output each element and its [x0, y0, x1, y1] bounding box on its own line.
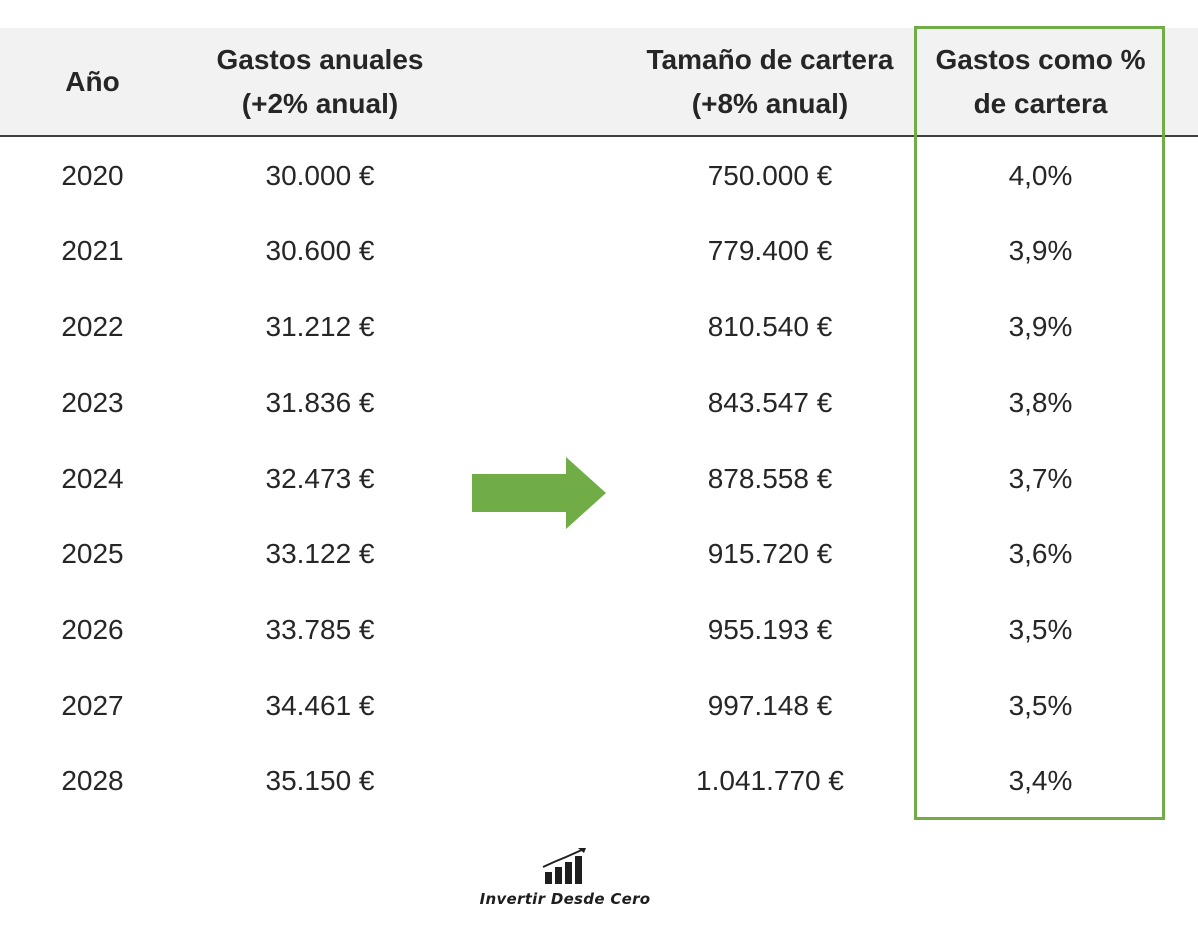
cell-expenses-percent: 3,4%: [1008, 765, 1073, 796]
cell-annual-expenses: 35.150 €: [265, 765, 375, 796]
header-year-label: Año: [65, 66, 120, 97]
header-portfolio-size-line2: (+8% anual): [691, 88, 849, 119]
cell-expenses-percent: 3,9%: [1008, 311, 1073, 342]
right-arrow-icon: [472, 457, 606, 529]
cell-portfolio-size: 779.400 €: [707, 235, 833, 266]
header-annual-expenses-line1: Gastos anuales: [216, 44, 424, 75]
header-expenses-percent-line2: de cartera: [973, 88, 1108, 119]
cell-portfolio-size: 878.558 €: [707, 463, 833, 494]
cell-year: 2025: [61, 538, 124, 569]
header-portfolio-size: Tamaño de cartera (+8% anual): [620, 28, 920, 136]
cell-portfolio-size: 955.193 €: [707, 614, 833, 645]
cell-expenses-percent: 3,8%: [1008, 387, 1073, 418]
cell-expenses-percent: 4,0%: [1008, 160, 1073, 191]
cell-year: 2022: [61, 311, 124, 342]
header-annual-expenses: Gastos anuales (+2% anual): [170, 28, 470, 136]
header-expenses-percent: Gastos como % de cartera: [918, 28, 1163, 136]
header-annual-expenses-line2: (+2% anual): [241, 88, 399, 119]
cell-annual-expenses: 30.600 €: [265, 235, 375, 266]
cell-year: 2028: [61, 765, 124, 796]
header-year: Año: [40, 28, 145, 136]
cell-annual-expenses: 32.473 €: [265, 463, 375, 494]
cell-portfolio-size: 1.041.770 €: [696, 765, 844, 796]
cell-expenses-percent: 3,9%: [1008, 235, 1073, 266]
cell-year: 2021: [61, 235, 124, 266]
cell-portfolio-size: 750.000 €: [707, 160, 833, 191]
cell-annual-expenses: 33.785 €: [265, 614, 375, 645]
cell-year: 2020: [61, 160, 124, 191]
cell-portfolio-size: 810.540 €: [707, 311, 833, 342]
cell-year: 2027: [61, 690, 124, 721]
rising-bars-chart-icon: [542, 848, 586, 884]
brand-logo: Invertir Desde Cero: [440, 846, 690, 916]
brand-name: Invertir Desde Cero: [479, 890, 651, 908]
cell-portfolio-size: 843.547 €: [707, 387, 833, 418]
cell-annual-expenses: 30.000 €: [265, 160, 375, 191]
cell-annual-expenses: 33.122 €: [265, 538, 375, 569]
header-divider: [0, 135, 1198, 137]
cell-expenses-percent: 3,5%: [1008, 614, 1073, 645]
cell-annual-expenses: 31.836 €: [265, 387, 375, 418]
header-portfolio-size-line1: Tamaño de cartera: [646, 44, 894, 75]
cell-expenses-percent: 3,6%: [1008, 538, 1073, 569]
cell-year: 2024: [61, 463, 124, 494]
cell-annual-expenses: 31.212 €: [265, 311, 375, 342]
cell-portfolio-size: 997.148 €: [707, 690, 833, 721]
header-expenses-percent-line1: Gastos como %: [935, 44, 1146, 75]
cell-expenses-percent: 3,7%: [1008, 463, 1073, 494]
cell-portfolio-size: 915.720 €: [707, 538, 833, 569]
cell-annual-expenses: 34.461 €: [265, 690, 375, 721]
table-header-background: [0, 28, 1198, 136]
cell-expenses-percent: 3,5%: [1008, 690, 1073, 721]
cell-year: 2026: [61, 614, 124, 645]
cell-year: 2023: [61, 387, 124, 418]
expenses-percent-highlight: [914, 26, 1165, 820]
